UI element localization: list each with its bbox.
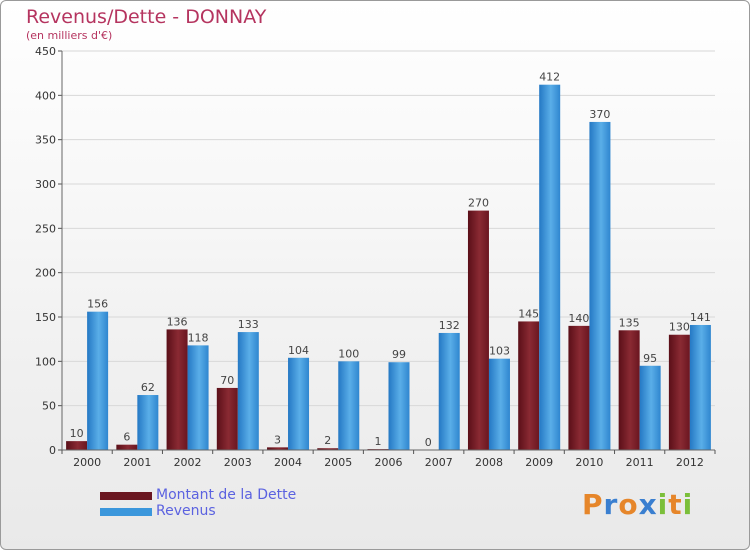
data-label-revenue: 62 xyxy=(141,381,155,394)
x-tick-label: 2006 xyxy=(375,456,403,469)
legend-label-debt: Montant de la Dette xyxy=(156,487,297,503)
bar-debt xyxy=(166,329,188,450)
logo-letter: t xyxy=(668,488,683,521)
bar-debt xyxy=(66,441,88,450)
logo-letter: i xyxy=(657,488,669,521)
data-label-debt: 270 xyxy=(468,197,489,210)
y-tick-label: 300 xyxy=(35,178,56,191)
data-label-debt: 130 xyxy=(669,321,690,334)
x-tick-label: 2012 xyxy=(676,456,704,469)
data-label-debt: 1 xyxy=(375,435,382,448)
x-tick-label: 2010 xyxy=(575,456,603,469)
chart-title: Revenus/Dette - DONNAY xyxy=(26,6,267,28)
bar-debt xyxy=(267,447,289,450)
data-label-revenue: 370 xyxy=(589,108,610,121)
data-label-debt: 145 xyxy=(518,307,539,320)
logo-letter: x xyxy=(638,488,658,521)
data-label-debt: 140 xyxy=(568,312,589,325)
x-tick-label: 2005 xyxy=(324,456,352,469)
bar-revenue xyxy=(589,121,611,450)
data-label-debt: 0 xyxy=(425,436,432,449)
y-tick-label: 250 xyxy=(35,222,56,235)
x-tick-label: 2000 xyxy=(73,456,101,469)
bar-revenue xyxy=(338,361,360,450)
data-label-debt: 10 xyxy=(70,427,84,440)
data-label-debt: 2 xyxy=(324,434,331,447)
logo-letter: r xyxy=(603,488,619,521)
bar-debt xyxy=(668,334,690,450)
legend-swatch-debt xyxy=(100,492,152,500)
y-tick-label: 200 xyxy=(35,267,56,280)
chart-subtitle: (en milliers d'€) xyxy=(26,29,113,42)
bar-revenue xyxy=(639,365,661,450)
x-tick-label: 2003 xyxy=(224,456,252,469)
bar-revenue xyxy=(137,395,159,450)
bar-debt xyxy=(317,448,339,450)
data-label-revenue: 132 xyxy=(439,319,460,332)
data-label-revenue: 412 xyxy=(539,71,560,84)
data-label-debt: 3 xyxy=(274,433,281,446)
logo-letter: o xyxy=(618,488,639,521)
bar-revenue xyxy=(237,332,259,450)
x-tick-label: 2002 xyxy=(174,456,202,469)
y-tick-label: 400 xyxy=(35,89,56,102)
bar-debt xyxy=(568,325,590,450)
y-tick-label: 0 xyxy=(49,444,56,457)
data-label-debt: 136 xyxy=(167,315,188,328)
data-label-debt: 70 xyxy=(220,374,234,387)
proxiti-logo: Proxiti xyxy=(582,488,693,521)
data-label-revenue: 104 xyxy=(288,344,309,357)
data-label-revenue: 95 xyxy=(643,352,657,365)
bar-debt xyxy=(618,330,640,450)
y-tick-label: 100 xyxy=(35,355,56,368)
bar-revenue xyxy=(288,357,310,450)
bar-revenue xyxy=(488,358,510,450)
data-label-revenue: 99 xyxy=(392,348,406,361)
logo-letter: i xyxy=(682,488,694,521)
data-label-revenue: 133 xyxy=(238,318,259,331)
x-tick-label: 2009 xyxy=(525,456,553,469)
bar-revenue xyxy=(388,362,410,450)
data-label-revenue: 118 xyxy=(188,331,209,344)
data-label-revenue: 156 xyxy=(87,298,108,311)
bar-revenue xyxy=(689,324,711,450)
bar-revenue xyxy=(438,332,460,450)
legend-label-revenue: Revenus xyxy=(156,503,216,519)
data-label-revenue: 141 xyxy=(690,311,711,324)
bar-debt xyxy=(518,321,540,450)
legend-swatch-revenue xyxy=(100,508,152,516)
data-label-debt: 6 xyxy=(123,431,130,444)
y-tick-label: 450 xyxy=(35,45,56,58)
y-tick-label: 350 xyxy=(35,134,56,147)
x-tick-label: 2001 xyxy=(123,456,151,469)
bar-revenue xyxy=(187,345,209,450)
data-label-revenue: 103 xyxy=(489,345,510,358)
x-tick-label: 2004 xyxy=(274,456,302,469)
x-tick-label: 2008 xyxy=(475,456,503,469)
x-tick-label: 2007 xyxy=(425,456,453,469)
y-tick-label: 50 xyxy=(42,400,56,413)
bar-debt xyxy=(216,387,238,450)
data-label-debt: 135 xyxy=(619,316,640,329)
y-tick-label: 150 xyxy=(35,311,56,324)
bar-debt xyxy=(467,210,489,450)
bar-revenue xyxy=(87,311,109,450)
bars xyxy=(66,84,711,451)
x-tick-label: 2011 xyxy=(626,456,654,469)
logo-letter: P xyxy=(582,488,604,521)
bar-revenue xyxy=(539,84,561,451)
bar-debt xyxy=(116,444,138,450)
data-label-revenue: 100 xyxy=(338,347,359,360)
